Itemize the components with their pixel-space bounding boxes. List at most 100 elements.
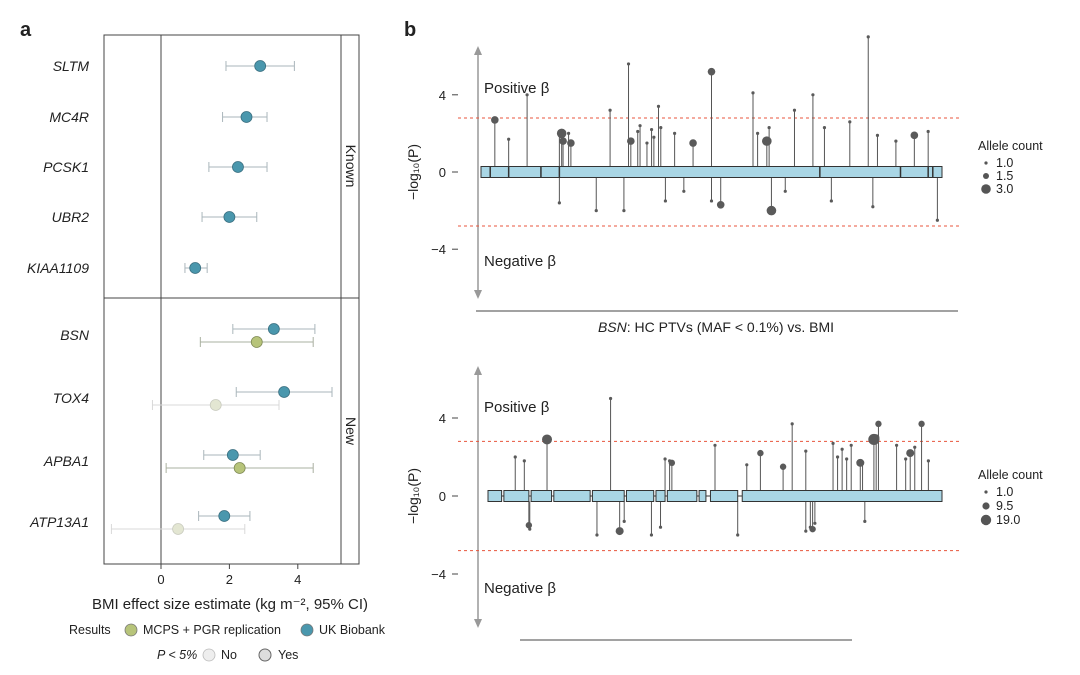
forest-x-axis: 0 2 4 xyxy=(157,564,301,587)
variant-point xyxy=(645,141,649,145)
gene-label: ATP13A1 xyxy=(29,514,89,530)
variant-point xyxy=(813,521,817,525)
variant-point xyxy=(849,443,853,447)
variant-point xyxy=(809,525,816,533)
variant-point xyxy=(663,457,667,461)
variant-point xyxy=(822,126,827,130)
gene-label: PCSK1 xyxy=(43,159,89,175)
legend-ukb-label: UK Biobank xyxy=(319,623,386,637)
variant-point xyxy=(636,129,640,134)
top-legend-title: Allele count xyxy=(978,139,1043,153)
variant-point xyxy=(756,131,760,135)
bottom-legend-val-3: 19.0 xyxy=(996,513,1020,527)
variant-point xyxy=(792,108,797,112)
variant-point xyxy=(627,137,635,145)
gene-label: UBR2 xyxy=(52,209,90,225)
variant-point xyxy=(507,137,511,141)
top-variants xyxy=(458,35,962,227)
top-size-legend: Allele count 1.0 1.5 3.0 xyxy=(978,139,1043,196)
mcps-point xyxy=(233,462,246,474)
variant-point xyxy=(860,461,865,465)
variant-point xyxy=(663,199,668,203)
variant-point xyxy=(559,137,567,145)
variant-point xyxy=(762,136,772,146)
variant-point xyxy=(804,529,808,533)
variant-point xyxy=(595,533,599,537)
variant-point xyxy=(904,457,908,461)
variant-point xyxy=(542,434,553,445)
strip-label-known: Known xyxy=(343,145,359,188)
variant-point xyxy=(638,124,642,128)
gene-label: KIAA1109 xyxy=(27,260,89,276)
forest-x-axis-title: BMI effect size estimate (kg m⁻², 95% CI… xyxy=(92,596,368,613)
forest-points xyxy=(110,60,333,535)
variant-point xyxy=(856,458,865,467)
panel-b-letter: b xyxy=(404,19,416,41)
top-y-axis-title: −log₁₀(P) xyxy=(405,144,421,200)
mcps-point xyxy=(250,336,263,348)
x-tick-label: 0 xyxy=(157,572,164,587)
variant-point xyxy=(491,116,499,124)
legend-p-label: P < 5% xyxy=(157,648,197,662)
y-tick-label: 4 xyxy=(439,88,446,103)
ukb-point xyxy=(232,161,244,173)
ukb-point xyxy=(267,323,280,335)
variant-point xyxy=(745,463,749,467)
gene-label: BSN xyxy=(60,327,90,343)
variant-point xyxy=(557,201,561,205)
top-beta-arrow-down-head xyxy=(474,290,482,299)
gene-body xyxy=(480,166,943,178)
legend-no-swatch xyxy=(202,648,216,662)
mcps-point xyxy=(172,523,185,535)
y-tick-label: −4 xyxy=(431,242,446,257)
top-beta-arrow-up-head xyxy=(474,46,482,55)
lollipop-bottom: −log₁₀(P) Positive β Negative β 4 0 −4 All… xyxy=(405,366,1043,641)
variant-point xyxy=(649,127,654,132)
bottom-legend-dot-3 xyxy=(980,514,992,526)
gene-label: TOX4 xyxy=(53,390,90,406)
bottom-legend-val-1: 1.0 xyxy=(996,485,1013,499)
variant-point xyxy=(556,128,567,139)
variant-point xyxy=(790,422,794,426)
variant-point xyxy=(736,533,740,537)
exon xyxy=(503,490,530,502)
variant-point xyxy=(622,519,626,523)
exon xyxy=(553,490,591,502)
ukb-point xyxy=(218,510,231,522)
variant-point xyxy=(652,135,656,139)
bottom-variants xyxy=(458,396,962,552)
exon xyxy=(741,490,943,502)
bottom-positive-label: Positive β xyxy=(484,399,550,416)
bottom-y-axis-title: −log₁₀(P) xyxy=(405,468,421,524)
top-y-axis: 4 0 −4 xyxy=(431,88,458,257)
top-legend-val-1: 1.0 xyxy=(996,156,1013,170)
top-legend-dot-2 xyxy=(983,173,989,179)
variant-point xyxy=(766,205,777,216)
bottom-legend-val-2: 9.5 xyxy=(996,499,1013,513)
variant-point xyxy=(751,91,755,95)
variant-point xyxy=(835,455,840,459)
variant-point xyxy=(918,420,925,428)
variant-point xyxy=(910,131,919,140)
variant-point xyxy=(594,209,598,213)
exon xyxy=(655,490,666,502)
variant-point xyxy=(926,459,930,463)
top-legend-val-3: 3.0 xyxy=(996,182,1013,196)
variant-point xyxy=(840,447,844,451)
variant-point xyxy=(513,455,517,459)
strip-label-new: New xyxy=(343,417,359,446)
y-tick-label: 0 xyxy=(439,489,446,504)
ukb-point xyxy=(226,449,239,461)
x-tick-label: 4 xyxy=(294,572,301,587)
top-legend-dot-1 xyxy=(984,161,988,165)
variant-point xyxy=(848,120,852,124)
variant-point xyxy=(716,201,725,209)
variant-point xyxy=(626,62,631,66)
forest-legend: Results MCPS + PGR replication UK Bioban… xyxy=(69,623,386,662)
bottom-beta-arrow-up-head xyxy=(474,366,482,375)
exon xyxy=(709,490,739,502)
variant-point xyxy=(608,396,613,401)
variant-point xyxy=(804,449,808,453)
variant-point xyxy=(566,131,571,135)
